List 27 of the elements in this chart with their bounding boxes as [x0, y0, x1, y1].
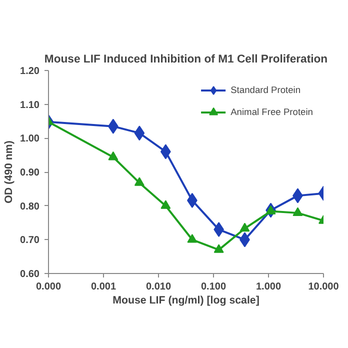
y-tick-label: 0.70	[20, 235, 40, 246]
point	[214, 244, 224, 253]
x-tick-label: 10.000	[308, 282, 340, 292]
x-tick-label: 0.100	[200, 282, 226, 292]
y-tick-label: 1.10	[20, 100, 40, 111]
y-tick-label: 1.00	[20, 134, 40, 145]
y-tick-label: 1.20	[20, 66, 40, 77]
legend-label: Animal Free Protein	[230, 106, 313, 119]
x-axis-title: Mouse LIF (ng/ml) [log scale]	[112, 294, 260, 306]
x-tick-label: 1.000	[256, 282, 282, 292]
point	[134, 126, 145, 141]
point	[108, 151, 118, 160]
y-tick-label: 0.80	[20, 201, 40, 212]
y-tick-label: 0.60	[20, 269, 40, 280]
point	[266, 206, 276, 214]
y-tick-label: 0.90	[20, 168, 40, 178]
x-tick-label: 0.001	[90, 282, 116, 292]
point	[134, 177, 144, 186]
point	[292, 207, 303, 216]
y-axis-title: OD (490 nm)	[3, 140, 16, 204]
chart-title: Mouse LIF Induced Inhibition of M1 Cell Proliferation	[44, 54, 328, 66]
point	[160, 200, 171, 209]
point	[187, 234, 198, 243]
legend-label: Standard Protein	[230, 84, 301, 97]
x-tick-label: 0.000	[36, 282, 62, 292]
x-tick-label: 0.010	[146, 282, 172, 292]
point	[240, 222, 250, 232]
